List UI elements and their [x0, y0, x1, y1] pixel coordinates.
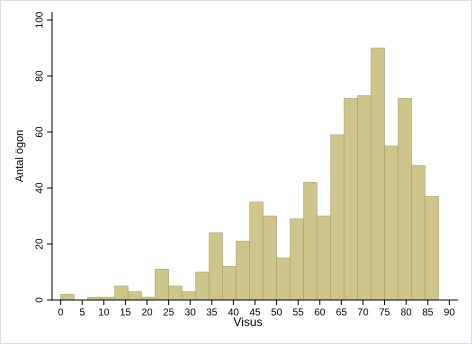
y-tick-label: 60 — [35, 126, 46, 138]
bar — [154, 268, 169, 301]
y-tick-label: 100 — [35, 11, 46, 28]
bar — [235, 240, 250, 301]
x-tick-label: 80 — [401, 308, 413, 319]
bar — [195, 271, 210, 301]
x-tick-label: 0 — [58, 308, 64, 319]
x-tick-label: 50 — [271, 308, 283, 319]
x-tick-label: 65 — [336, 308, 348, 319]
bar — [303, 182, 318, 301]
bar — [114, 285, 129, 301]
y-tick-label: 40 — [35, 182, 46, 194]
x-tick-label: 5 — [79, 308, 85, 319]
bar — [127, 291, 142, 301]
bar — [357, 95, 372, 301]
x-tick-label: 25 — [163, 308, 175, 319]
x-tick-label: 40 — [228, 308, 240, 319]
x-tick-label: 55 — [293, 308, 305, 319]
bar — [276, 257, 291, 301]
x-tick-label: 75 — [379, 308, 391, 319]
bar — [411, 165, 426, 301]
bar — [249, 201, 264, 301]
x-tick-label: 90 — [444, 308, 456, 319]
x-tick-label: 10 — [98, 308, 110, 319]
x-tick-label: 20 — [141, 308, 153, 319]
bar — [316, 215, 331, 301]
x-tick-label: 45 — [249, 308, 261, 319]
bar — [289, 218, 304, 301]
bar — [262, 215, 277, 301]
y-axis-label: Antal ögon — [14, 130, 26, 183]
x-tick-label: 15 — [120, 308, 132, 319]
bar — [384, 145, 399, 301]
x-axis-label: Visus — [233, 315, 262, 329]
bar — [343, 98, 358, 301]
bar — [60, 294, 75, 301]
x-tick-label: 35 — [206, 308, 218, 319]
y-tick-label: 0 — [35, 297, 46, 303]
bar — [424, 196, 439, 301]
bar — [168, 285, 183, 301]
y-tick-label: 80 — [35, 70, 46, 82]
bar — [330, 134, 345, 301]
x-tick-label: 60 — [314, 308, 326, 319]
bar — [208, 232, 223, 301]
x-tick-label: 70 — [357, 308, 369, 319]
y-tick-label: 20 — [35, 238, 46, 250]
bar — [397, 98, 412, 301]
bar — [181, 291, 196, 301]
x-tick-label: 30 — [185, 308, 197, 319]
x-tick-label: 85 — [422, 308, 434, 319]
bar — [222, 266, 237, 301]
bar — [370, 47, 385, 301]
